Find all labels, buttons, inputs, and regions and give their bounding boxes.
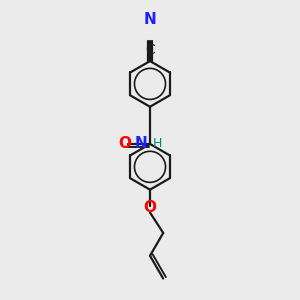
Text: O: O — [118, 136, 131, 152]
Text: N: N — [144, 11, 156, 26]
Text: N: N — [135, 136, 148, 152]
Text: C: C — [145, 43, 155, 57]
Text: O: O — [143, 200, 157, 215]
Text: H: H — [152, 137, 162, 150]
